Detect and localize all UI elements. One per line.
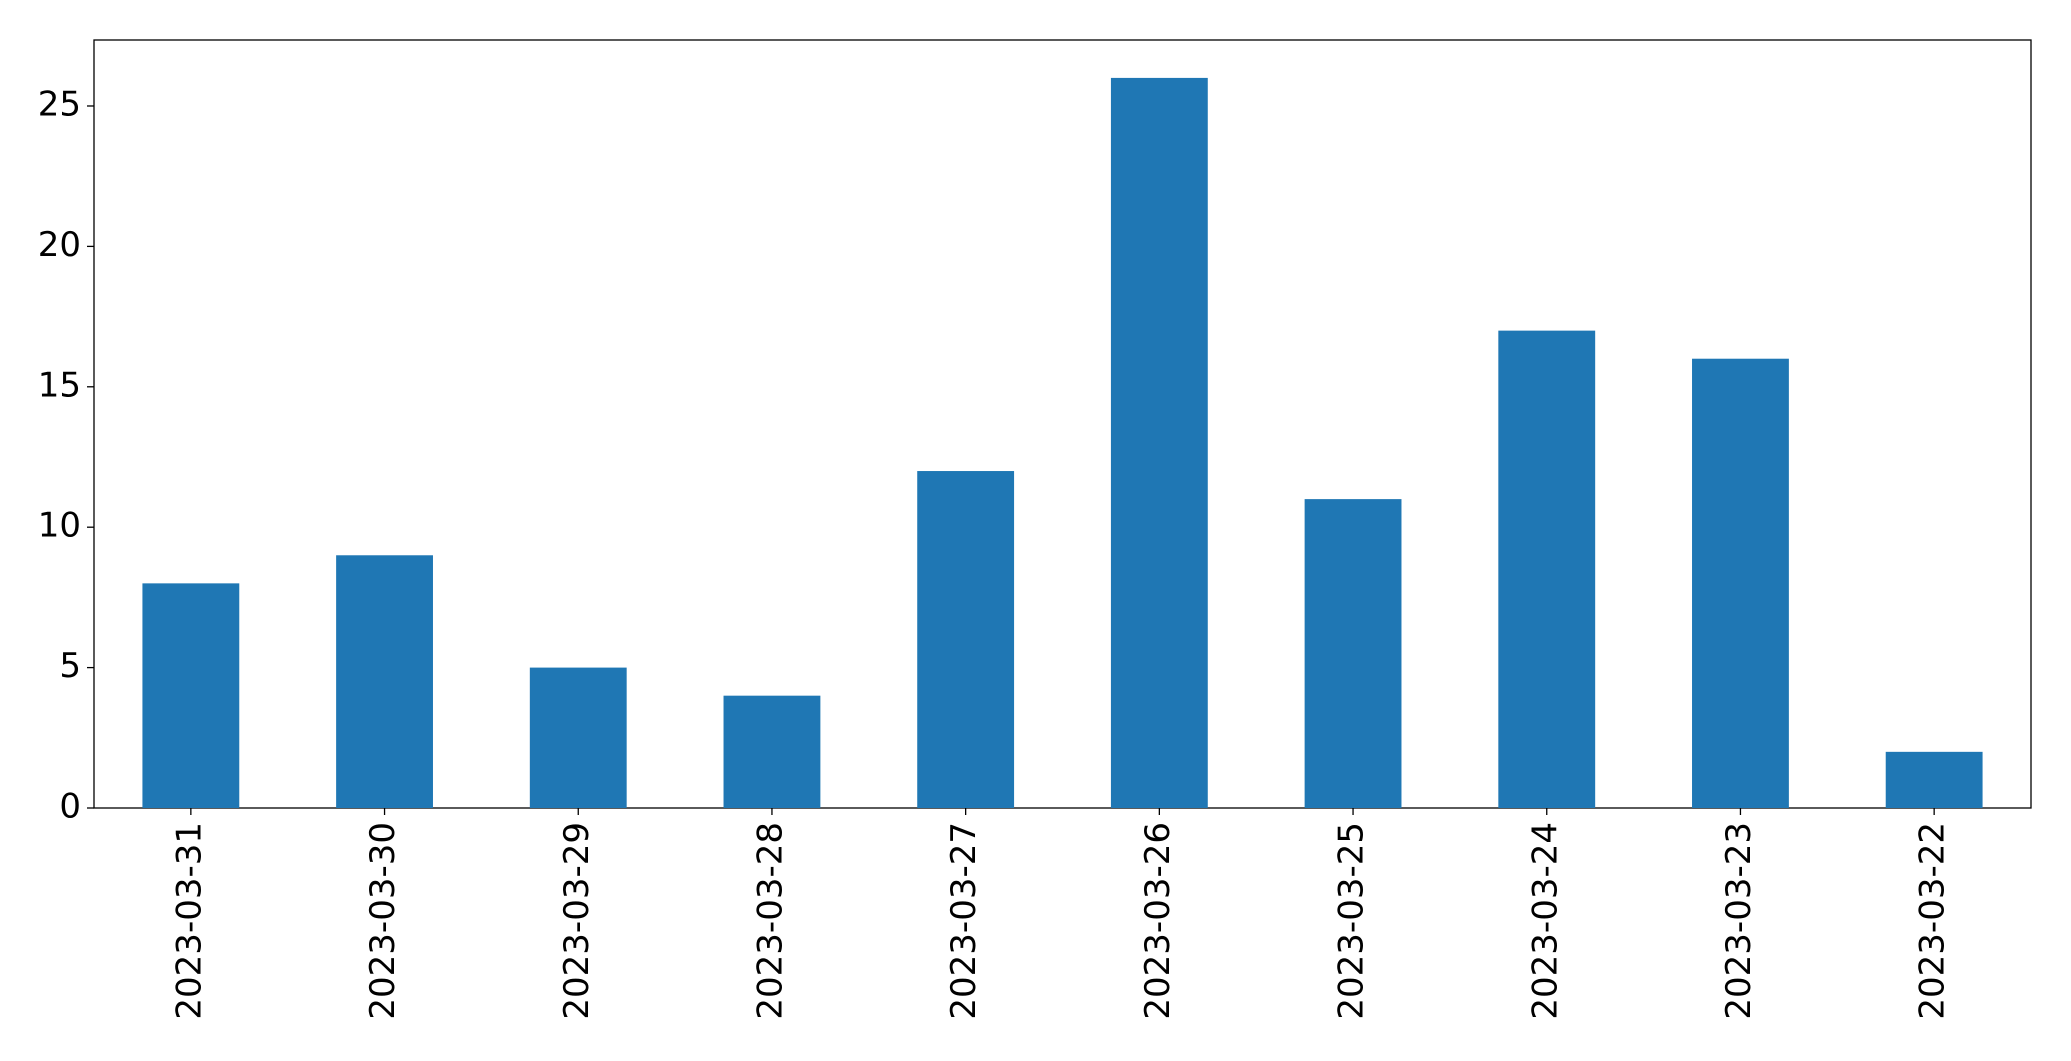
x-tick-label: 2023-03-24 (1525, 822, 1565, 1020)
x-tick-label: 2023-03-26 (1138, 822, 1178, 1020)
y-tick-label: 20 (38, 225, 81, 265)
bar (1304, 499, 1402, 808)
plot-frame (93, 39, 2032, 809)
bar (723, 695, 821, 808)
bar (1885, 751, 1983, 808)
bar (1110, 77, 1208, 809)
x-tick-label: 2023-03-31 (169, 822, 209, 1020)
y-tick-label: 25 (38, 84, 81, 124)
bar (336, 555, 433, 808)
bar (142, 583, 240, 808)
y-tick-label: 5 (59, 646, 81, 686)
bar (1498, 330, 1596, 808)
y-tick-label: 0 (59, 787, 81, 827)
x-tick-label: 2023-03-27 (944, 822, 984, 1020)
bar (1692, 358, 1789, 808)
x-tick-label: 2023-03-25 (1332, 822, 1372, 1020)
x-tick-label: 2023-03-29 (557, 822, 597, 1020)
bar (917, 471, 1015, 808)
x-tick-label: 2023-03-22 (1913, 822, 1953, 1020)
y-tick-label: 10 (38, 506, 81, 546)
y-tick-label: 15 (38, 365, 81, 405)
x-tick-label: 2023-03-30 (363, 822, 403, 1020)
x-tick-label: 2023-03-28 (750, 822, 790, 1020)
x-tick-label: 2023-03-23 (1719, 822, 1759, 1020)
bar (529, 667, 627, 808)
